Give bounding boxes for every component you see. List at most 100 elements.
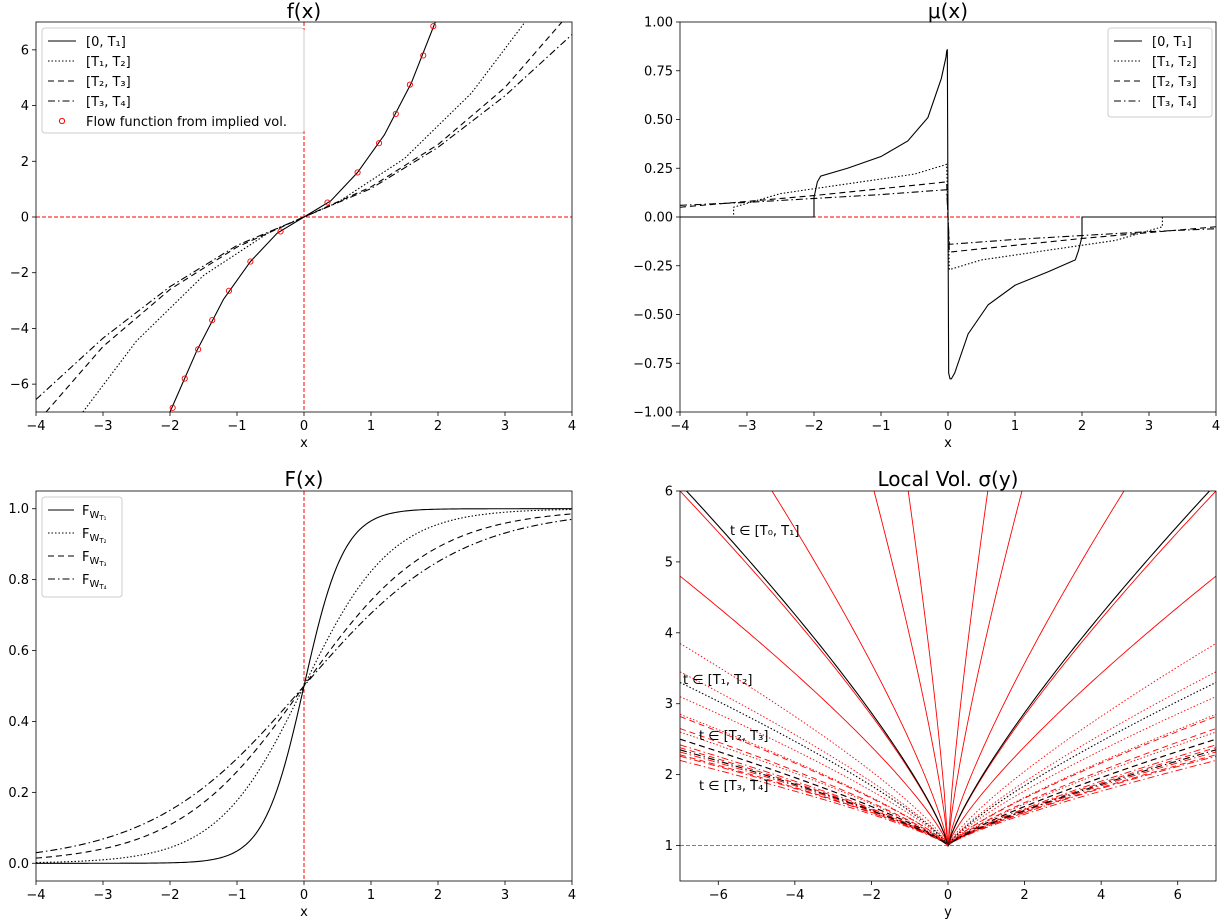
y-tick-label: 3 <box>665 697 673 712</box>
series-line-dashdot <box>36 34 572 400</box>
x-tick-label: 1 <box>367 419 375 434</box>
title-mu-of-x: μ(x) <box>928 0 968 23</box>
x-tick-label: 4 <box>568 888 576 903</box>
x-tick-label: −4 <box>26 888 45 903</box>
red-vol-curve-dotted <box>680 696 1216 847</box>
annotation-T0-T1: t ∈ [T₀, T₁] <box>730 524 799 539</box>
red-vol-curve-dotted <box>680 671 1216 847</box>
cdf-line-dashdot <box>36 518 572 854</box>
y-tick-label: 0.2 <box>8 786 29 801</box>
y-tick-label: 0.75 <box>644 64 673 79</box>
flow-marker <box>225 287 233 294</box>
series-line-dotted <box>82 22 526 412</box>
y-tick-label: −1.00 <box>633 406 673 421</box>
y-tick-label: 0.0 <box>8 857 29 872</box>
red-vol-curve-dotted <box>680 643 1216 847</box>
y-tick-label: 1 <box>665 839 673 854</box>
x-tick-label: 4 <box>1097 888 1105 903</box>
y-tick-label: 0 <box>21 211 29 226</box>
x-tick-label: 2 <box>434 419 442 434</box>
legend-label: [0, T₁] <box>86 35 126 50</box>
y-tick-label: −0.75 <box>633 357 673 372</box>
x-tick-label: 2 <box>1078 419 1086 434</box>
flow-marker <box>430 23 437 30</box>
plot-area <box>680 491 1216 848</box>
red-vol-curve-dashdot <box>680 760 1216 847</box>
black-vol-curve-dashed <box>680 738 1216 847</box>
series-line-dashdot <box>680 189 1216 245</box>
red-vol-curve-dashdot <box>680 744 1216 847</box>
y-tick-label: 0.8 <box>8 573 29 588</box>
x-tick-label: 4 <box>568 419 576 434</box>
flow-marker <box>247 258 254 265</box>
x-tick-label: 6 <box>1174 888 1182 903</box>
y-tick-label: −4 <box>10 322 29 337</box>
y-tick-label: −2 <box>10 266 29 281</box>
x-tick-label: 0 <box>944 419 952 434</box>
black-vol-curve-dashdot <box>680 749 1216 847</box>
red-vol-curve-dashed <box>680 754 1216 847</box>
y-tick-label: 5 <box>665 555 673 570</box>
x-tick-label: −2 <box>160 888 179 903</box>
y-tick-label: 1.00 <box>644 16 673 31</box>
plot-area <box>36 491 572 881</box>
y-tick-label: −0.25 <box>633 259 673 274</box>
legend-label: [0, T₁] <box>1152 35 1192 50</box>
x-tick-label: 2 <box>434 888 442 903</box>
legend-label: [T₃, T₄] <box>1152 95 1197 110</box>
flow-marker <box>324 199 331 206</box>
annotation-T2-T3: t ∈ [T₂, T₃] <box>699 729 768 744</box>
panel-F-of-x: F(x) −4 −3 −2 −1 0 1 2 3 4 0.0 0.2 0.4 0.6 0.8 1.0 x F… <box>8 467 576 920</box>
title-f-of-x: f(x) <box>287 0 321 23</box>
y-tick-label: 4 <box>21 99 29 114</box>
xlabel-F-of-x: x <box>300 905 308 920</box>
axes-frame <box>679 490 1217 882</box>
legend-label: FWT₃ <box>82 550 107 568</box>
legend-label: FWT₄ <box>82 573 107 591</box>
red-vol-curve-dashed <box>680 747 1216 847</box>
flow-marker <box>181 375 188 382</box>
x-tick-label: −4 <box>26 419 45 434</box>
x-tick-label: 2 <box>1020 888 1028 903</box>
y-tick-label: 2 <box>21 155 29 170</box>
x-tick-label: 0 <box>300 888 308 903</box>
legend-mu-of-x: [0, T₁] [T₁, T₂] [T₂, T₃] [T₃, T₄] <box>1107 27 1213 118</box>
y-tick-label: 0.50 <box>644 113 673 128</box>
x-tick-label: −2 <box>862 888 881 903</box>
x-tick-label: 1 <box>1011 419 1019 434</box>
y-tick-label: −0.50 <box>633 308 673 323</box>
legend-marker-circle <box>58 117 66 125</box>
x-tick-label: −6 <box>709 888 728 903</box>
red-vol-curve-solid <box>680 575 1216 847</box>
x-tick-label: 4 <box>1212 419 1220 434</box>
x-tick-label: −3 <box>93 888 112 903</box>
flow-marker <box>406 81 413 88</box>
legend-F-of-x: FWT₁ FWT₂ FWT₃ FWT₄ <box>41 496 123 598</box>
legend-label: [T₁, T₂] <box>1152 55 1197 70</box>
y-tick-label: 6 <box>21 43 29 58</box>
x-tick-label: −4 <box>785 888 804 903</box>
xlabel-mu-of-x: x <box>944 436 952 451</box>
x-tick-label: 3 <box>1145 419 1153 434</box>
red-vol-curve-dashed <box>680 716 1216 847</box>
plot-area <box>680 49 1216 380</box>
flow-marker <box>375 140 383 147</box>
x-tick-label: 1 <box>367 888 375 903</box>
x-tick-label: 0 <box>300 419 308 434</box>
y-tick-label: 0.4 <box>8 715 29 730</box>
x-tick-label: −4 <box>670 419 689 434</box>
red-vol-curve-dashdot <box>680 751 1216 847</box>
x-tick-label: −1 <box>227 419 246 434</box>
panel-mu-of-x: μ(x) −4 −3 −2 −1 0 1 2 3 4 −1.00 −0.75 −0.50 −0.25 0.… <box>633 0 1220 451</box>
x-tick-label: 0 <box>944 888 952 903</box>
y-tick-label: 2 <box>665 768 673 783</box>
x-tick-label: −3 <box>93 419 112 434</box>
x-tick-label: −2 <box>160 419 179 434</box>
xlabel-f-of-x: x <box>300 436 308 451</box>
flow-marker <box>354 169 361 176</box>
y-tick-label: 6 <box>665 485 673 500</box>
xlabel-local-vol: y <box>944 905 952 920</box>
legend-label: [T₁, T₂] <box>86 55 131 70</box>
x-tick-label: −2 <box>804 419 823 434</box>
